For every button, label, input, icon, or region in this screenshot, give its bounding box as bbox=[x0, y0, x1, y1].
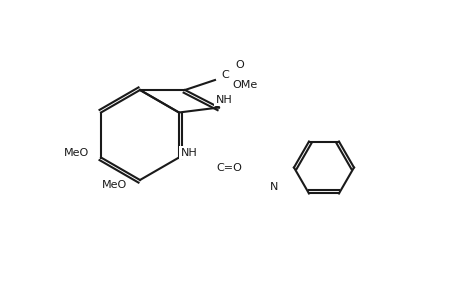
Text: NH: NH bbox=[180, 148, 197, 158]
Text: MeO: MeO bbox=[63, 148, 89, 158]
Text: C=O: C=O bbox=[216, 163, 241, 172]
Text: MeO: MeO bbox=[102, 180, 127, 190]
Text: N: N bbox=[269, 182, 278, 193]
Text: O: O bbox=[235, 60, 244, 70]
Text: OMe: OMe bbox=[232, 80, 257, 90]
Text: C: C bbox=[221, 70, 229, 80]
Text: NH: NH bbox=[215, 94, 232, 104]
